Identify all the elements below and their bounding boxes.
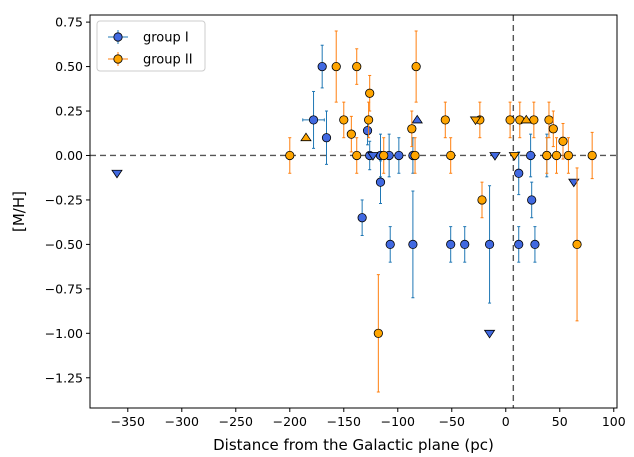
- group-ii-point: [346, 129, 356, 139]
- group-ii-point: [505, 115, 515, 125]
- group-ii-lower-limit: [300, 132, 312, 142]
- group-i-point: [321, 133, 332, 143]
- axis-ticks: −350 −300 −250 −200 −150 −100 −50 0 50 100 0.75 0.5…: [45, 15, 626, 429]
- group-ii-point: [544, 115, 554, 125]
- group-ii-point: [440, 115, 450, 125]
- plot-elements: [90, 15, 617, 408]
- x-tick-label: −250: [219, 414, 253, 429]
- y-tick-label: −1.25: [45, 370, 83, 385]
- y-tick-label: 0.00: [55, 148, 83, 163]
- group-i-upper-limit: [367, 152, 379, 161]
- x-tick-label: 50: [552, 414, 568, 429]
- group-ii-point: [542, 150, 552, 161]
- series-group-i: [111, 44, 580, 339]
- y-tick-label: −0.25: [45, 192, 83, 207]
- group-ii-point: [558, 136, 568, 146]
- group-ii-point: [373, 328, 383, 338]
- group-i-upper-limit: [111, 169, 123, 179]
- legend-marker: [113, 32, 123, 42]
- legend-label-group-i: group I: [143, 31, 189, 46]
- x-tick-label: −300: [165, 414, 199, 429]
- x-tick-label: −200: [273, 414, 307, 429]
- group-ii-point: [331, 61, 341, 72]
- group-i-point: [460, 239, 470, 249]
- y-tick-label: −0.50: [45, 237, 83, 252]
- group-i-point: [526, 150, 536, 161]
- group-ii-point: [379, 150, 389, 161]
- group-ii-point: [477, 195, 487, 205]
- group-ii-point: [572, 239, 582, 249]
- group-i-point: [484, 239, 495, 249]
- group-i-upper-limit: [489, 152, 501, 161]
- group-i-upper-limit: [568, 178, 580, 188]
- data-marks: [111, 30, 597, 393]
- group-i-point: [514, 239, 524, 249]
- group-ii-point: [339, 115, 349, 125]
- group-i-point: [408, 239, 418, 249]
- legend-symbol-group-i: [108, 30, 128, 44]
- legend-symbol-group-ii: [108, 52, 128, 66]
- group-i-point: [530, 239, 540, 249]
- legend: group I group II: [96, 20, 206, 72]
- group-ii-point: [563, 150, 574, 161]
- legend-label-group-ii: group II: [143, 53, 193, 68]
- group-ii-point: [548, 124, 558, 134]
- group-ii-point: [352, 150, 362, 161]
- y-tick-label: 0.25: [55, 104, 83, 119]
- group-ii-point: [446, 150, 456, 161]
- group-i-point: [357, 213, 367, 223]
- group-ii-upper-limit: [469, 116, 482, 126]
- group-i-point: [446, 239, 456, 249]
- group-ii-point: [551, 150, 562, 161]
- x-axis-label: Distance from the Galactic plane (pc): [213, 436, 494, 454]
- legend-marker: [113, 54, 123, 64]
- y-tick-label: −1.00: [45, 326, 83, 341]
- group-ii-point: [410, 150, 420, 161]
- group-i-point: [394, 150, 404, 161]
- group-i-point: [362, 125, 373, 136]
- series-group-ii: [285, 30, 597, 393]
- group-ii-point: [407, 124, 417, 134]
- group-i-point: [385, 239, 395, 249]
- x-tick-label: −50: [439, 414, 465, 429]
- x-tick-label: 100: [602, 414, 626, 429]
- group-ii-point: [587, 150, 597, 161]
- group-i-point: [375, 177, 386, 187]
- group-i-point: [317, 61, 327, 72]
- x-tick-label: −100: [381, 414, 415, 429]
- y-tick-label: −0.75: [45, 281, 83, 296]
- x-tick-label: −350: [111, 414, 145, 429]
- group-i-point: [514, 168, 524, 178]
- group-ii-upper-limit: [508, 152, 521, 161]
- y-axis-label: [M/H]: [10, 191, 28, 232]
- group-ii-point: [411, 61, 421, 72]
- x-tick-label: 0: [502, 414, 510, 429]
- plot-frame: [89, 14, 618, 409]
- group-i-point: [527, 195, 537, 205]
- y-tick-label: 0.75: [55, 15, 83, 30]
- group-ii-point: [352, 61, 362, 72]
- group-i-upper-limit: [483, 329, 496, 339]
- group-i-point: [308, 115, 319, 125]
- group-ii-point: [365, 88, 375, 98]
- group-ii-point: [364, 115, 374, 125]
- group-i-lower-limit: [411, 114, 423, 124]
- group-ii-point: [285, 150, 295, 161]
- group-ii-lower-limit: [520, 114, 533, 124]
- x-tick-label: −150: [327, 414, 361, 429]
- y-tick-label: 0.50: [55, 59, 83, 74]
